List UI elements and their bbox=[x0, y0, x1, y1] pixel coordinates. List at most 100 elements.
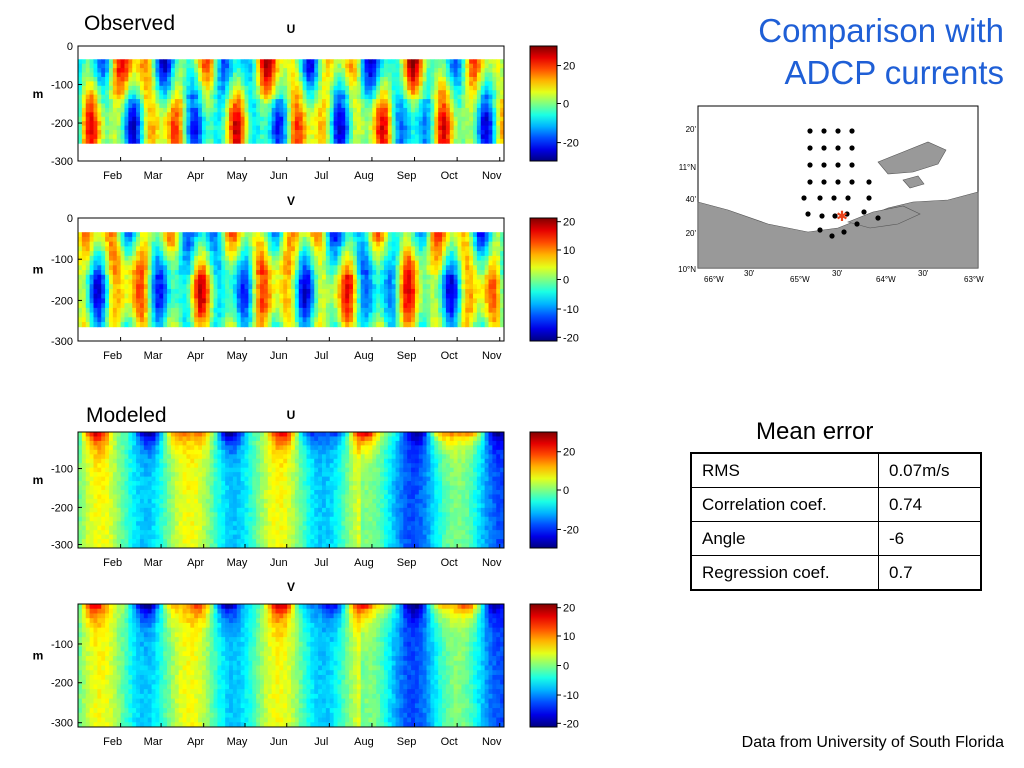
colorbar-tick-label: 0 bbox=[563, 661, 569, 673]
station-dot bbox=[866, 195, 872, 201]
station-dot bbox=[849, 162, 855, 168]
colorbar-tick-label: 0 bbox=[563, 275, 569, 287]
x-tick-label: Feb bbox=[103, 736, 122, 748]
mean-error-table: RMS 0.07m/s Correlation coef. 0.74 Angle… bbox=[690, 452, 982, 591]
station-dot bbox=[841, 229, 847, 235]
panel-title: V bbox=[287, 580, 295, 594]
table-cell-value: -6 bbox=[878, 521, 982, 556]
station-dot bbox=[821, 179, 827, 185]
x-tick-label: Jul bbox=[314, 557, 328, 569]
colorbar-tick-label: -20 bbox=[563, 332, 579, 344]
table-cell-label: Correlation coef. bbox=[690, 487, 879, 522]
longitude-label: 30' bbox=[832, 269, 843, 278]
colorbar-tick-label: 10 bbox=[563, 245, 575, 257]
y-tick-label: -300 bbox=[51, 336, 73, 348]
plot-frame bbox=[77, 217, 505, 342]
y-tick-label: -200 bbox=[51, 502, 73, 514]
x-tick-label: Sep bbox=[397, 736, 417, 748]
colorbar bbox=[529, 217, 558, 342]
x-tick-label: Oct bbox=[441, 350, 458, 362]
x-tick-label: Aug bbox=[354, 170, 374, 182]
x-tick-label: May bbox=[227, 350, 248, 362]
x-tick-label: Nov bbox=[482, 350, 502, 362]
table-cell-value: 0.07m/s bbox=[878, 452, 982, 488]
data-credit: Data from University of South Florida bbox=[741, 734, 1004, 751]
station-dot bbox=[807, 162, 813, 168]
island-shape bbox=[877, 141, 947, 175]
x-tick-label: Nov bbox=[482, 170, 502, 182]
longitude-label: 64°W bbox=[876, 275, 896, 284]
x-tick-label: May bbox=[227, 170, 248, 182]
colorbar-tick-label: 0 bbox=[563, 99, 569, 111]
colorbar-tick-label: -10 bbox=[563, 690, 579, 702]
station-dot bbox=[821, 162, 827, 168]
x-tick-label: Mar bbox=[144, 170, 163, 182]
y-tick-label: -100 bbox=[51, 639, 73, 651]
y-tick-label: -300 bbox=[51, 156, 73, 168]
x-tick-label: Mar bbox=[144, 736, 163, 748]
panel-title: U bbox=[287, 22, 296, 36]
station-dot bbox=[844, 211, 850, 217]
x-tick-label: Mar bbox=[144, 557, 163, 569]
station-dot bbox=[854, 221, 860, 227]
station-dot bbox=[835, 162, 841, 168]
station-dot bbox=[817, 195, 823, 201]
slide-title: Comparison with ADCP currents bbox=[644, 10, 1004, 94]
station-map: ✱ 20' 11°N 40' 20' 10°N 66°W 30' 65°W 30' 64°W 30' 6… bbox=[678, 105, 984, 284]
y-tick-label: -100 bbox=[51, 464, 73, 476]
table-cell-value: 0.74 bbox=[878, 487, 982, 522]
colorbar-tick-label: 10 bbox=[563, 631, 575, 643]
heatmap-field bbox=[78, 604, 505, 728]
station-dot bbox=[861, 209, 867, 215]
x-tick-label: Jul bbox=[314, 350, 328, 362]
adcp-station-marker: ✱ bbox=[836, 208, 848, 224]
table-row: RMS 0.07m/s bbox=[690, 452, 982, 488]
colorbar bbox=[529, 45, 558, 162]
latitude-label: 11°N bbox=[679, 163, 697, 172]
slide-title-line2: ADCP currents bbox=[784, 54, 1004, 91]
colorbar-tick-label: -20 bbox=[563, 524, 579, 536]
station-dot bbox=[849, 145, 855, 151]
x-tick-label: Aug bbox=[354, 736, 374, 748]
station-dot bbox=[821, 145, 827, 151]
x-tick-label: Mar bbox=[144, 350, 163, 362]
latitude-label: 10°N bbox=[678, 265, 696, 274]
panel-title: U bbox=[287, 408, 296, 422]
colorbar-tick-label: -10 bbox=[563, 304, 579, 316]
x-tick-label: May bbox=[227, 557, 248, 569]
station-dot bbox=[849, 128, 855, 134]
x-tick-label: Sep bbox=[397, 350, 417, 362]
peninsula-shape bbox=[847, 205, 921, 229]
station-dot bbox=[835, 179, 841, 185]
latitude-label: 40' bbox=[686, 195, 697, 204]
longitude-label: 30' bbox=[744, 269, 755, 278]
x-tick-label: Jun bbox=[270, 170, 288, 182]
x-tick-label: Feb bbox=[103, 350, 122, 362]
depth-axis-label: m bbox=[33, 473, 44, 487]
observed-label: Observed bbox=[84, 12, 176, 35]
colorbar bbox=[529, 603, 558, 728]
x-tick-label: Apr bbox=[187, 736, 204, 748]
plot-frame bbox=[77, 603, 505, 728]
x-tick-label: Jun bbox=[270, 350, 288, 362]
longitude-label: 66°W bbox=[704, 275, 724, 284]
x-tick-label: Apr bbox=[187, 350, 204, 362]
station-dot bbox=[807, 179, 813, 185]
station-dot bbox=[821, 128, 827, 134]
x-tick-label: Jul bbox=[314, 170, 328, 182]
x-tick-label: Aug bbox=[354, 350, 374, 362]
heatmap-field bbox=[78, 432, 505, 549]
colorbar-tick-label: 20 bbox=[563, 217, 575, 229]
station-dot bbox=[835, 145, 841, 151]
table-cell-label: Regression coef. bbox=[690, 555, 879, 591]
x-tick-label: Nov bbox=[482, 557, 502, 569]
x-tick-label: Feb bbox=[103, 170, 122, 182]
x-tick-label: Jun bbox=[270, 736, 288, 748]
depth-axis-label: m bbox=[33, 87, 44, 101]
small-island-shape bbox=[902, 175, 925, 189]
x-tick-label: Feb bbox=[103, 557, 122, 569]
table-cell-label: Angle bbox=[690, 521, 879, 556]
